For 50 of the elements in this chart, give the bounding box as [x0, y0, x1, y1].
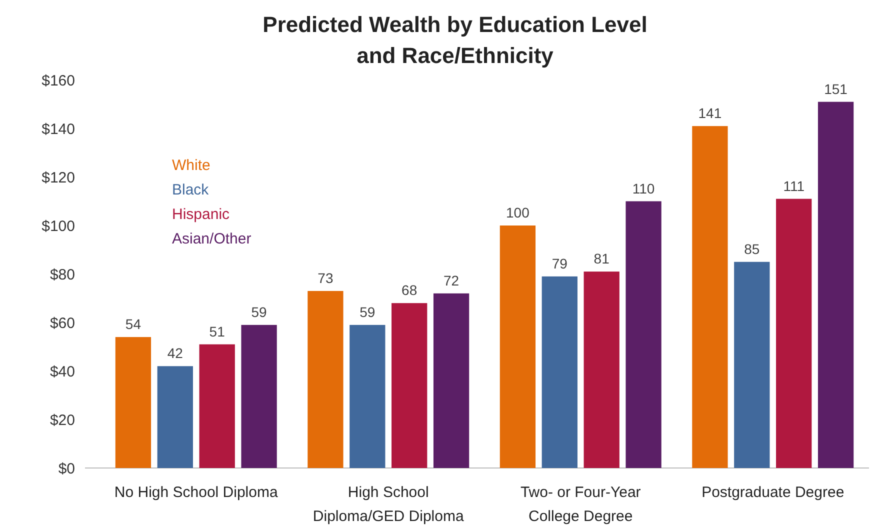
- data-label: 100: [506, 204, 530, 220]
- bar: [115, 337, 152, 468]
- bar: [734, 262, 770, 468]
- data-label: 59: [251, 304, 268, 320]
- data-label: 79: [552, 255, 568, 272]
- y-tick-label: $160: [42, 72, 75, 90]
- text: White: [172, 157, 210, 174]
- text: Asian/Other: [172, 230, 252, 248]
- bar: [692, 126, 728, 468]
- data-label: 73: [318, 270, 334, 286]
- y-tick-label: $60: [50, 314, 75, 332]
- y-tick-label: $0: [58, 460, 75, 478]
- data-label: 110: [632, 180, 655, 196]
- bar: [818, 102, 854, 468]
- bar: [350, 324, 386, 468]
- bar: [157, 366, 193, 468]
- y-tick-label: $40: [50, 363, 75, 380]
- bar: [776, 198, 812, 468]
- y-tick-label: $80: [50, 266, 75, 284]
- data-label: 42: [167, 345, 184, 362]
- data-label: 59: [360, 304, 376, 320]
- data-label: 111: [783, 178, 805, 194]
- y-tick-label: $120: [42, 169, 75, 186]
- bar: [241, 324, 277, 468]
- data-label: 54: [125, 316, 142, 332]
- bar: [199, 344, 235, 468]
- bar: [308, 290, 344, 468]
- data-label: 51: [209, 323, 226, 340]
- bar: [500, 226, 536, 468]
- bar: [392, 303, 428, 468]
- y-tick-label: $140: [42, 120, 75, 138]
- data-label: 141: [698, 105, 722, 122]
- y-tick-label: $100: [42, 218, 75, 235]
- chart-title: Predicted Wealth by Education Level and Race/Ethnicity: [262, 12, 648, 68]
- bar: [542, 276, 578, 468]
- y-tick-label: $20: [50, 412, 75, 429]
- x-tick-label: No High School Diploma: [114, 484, 278, 501]
- bar: [626, 201, 662, 468]
- data-label: 151: [824, 80, 848, 97]
- text: Hispanic: [172, 206, 230, 223]
- bar: [584, 272, 620, 468]
- x-tick-label: Two- or Four-Year College Degree: [520, 484, 641, 525]
- x-tick-label: High School Diploma/GED Diploma: [312, 484, 464, 525]
- text: Black: [172, 182, 210, 198]
- data-label: 81: [594, 250, 610, 267]
- x-tick-label: Postgraduate Degree: [702, 484, 844, 501]
- data-label: 68: [402, 282, 418, 298]
- data-label: 85: [744, 240, 760, 257]
- bar: [433, 293, 470, 468]
- data-label: 72: [444, 272, 460, 288]
